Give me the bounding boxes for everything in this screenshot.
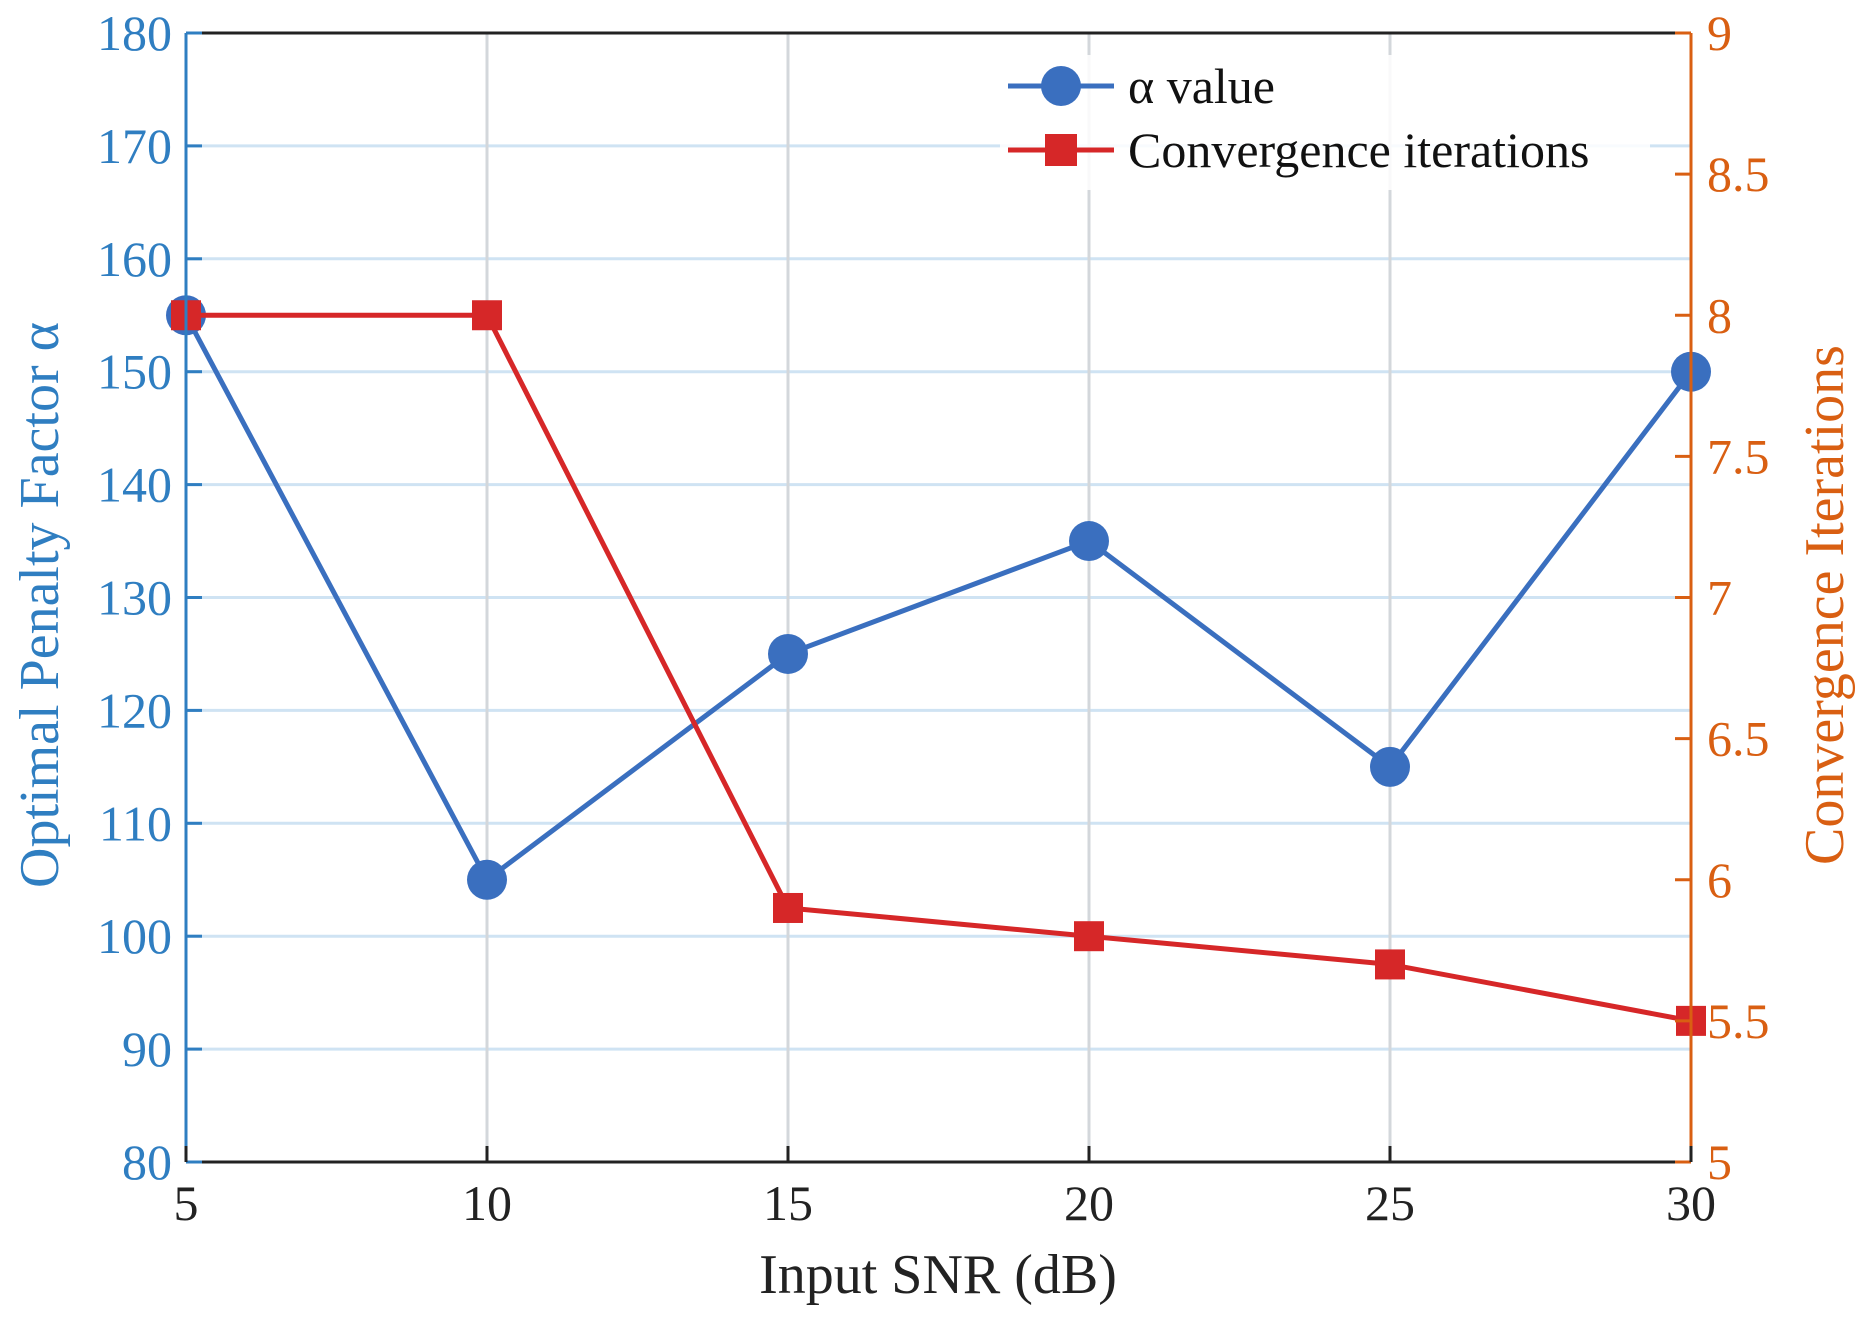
data-point-alpha: [768, 633, 808, 674]
left-tick-label: 180: [97, 5, 172, 61]
legend-marker-circle-icon: [1041, 66, 1081, 106]
data-point-alpha: [1370, 746, 1410, 787]
right-tick-label: 8: [1707, 287, 1732, 343]
left-tick-label: 110: [99, 795, 172, 851]
legend-background: [1000, 55, 1650, 190]
left-tick-label: 90: [122, 1021, 172, 1077]
data-point-iterations: [1375, 949, 1405, 980]
tick-labels: 80 90 100 110 120 130 140 150 160 170 180 5 5.5 6 6.5 7…: [97, 5, 1770, 1231]
data-point-iterations: [472, 300, 502, 331]
right-tick-label: 6: [1707, 852, 1732, 908]
x-tick-label: 15: [763, 1175, 813, 1231]
legend-label-alpha: α value: [1128, 58, 1275, 114]
axes: [184, 31, 1693, 1164]
left-y-axis-label: Optimal Penalty Factor α: [9, 322, 71, 888]
left-tick-label: 120: [97, 682, 172, 738]
x-tick-label: 10: [462, 1175, 512, 1231]
right-tick-label: 7.5: [1707, 428, 1770, 484]
left-tick-label: 150: [97, 344, 172, 400]
x-tick-label: 5: [174, 1175, 199, 1231]
x-axis-label: Input SNR (dB): [759, 1244, 1117, 1306]
x-tick-label: 20: [1064, 1175, 1114, 1231]
left-tick-label: 130: [97, 570, 172, 626]
series-line-iterations: [186, 312, 1692, 1024]
legend-marker-square-icon: [1045, 134, 1077, 166]
right-tick-label: 8.5: [1707, 146, 1770, 202]
right-tick-label: 6.5: [1707, 711, 1770, 767]
right-tick-label: 5: [1707, 1134, 1732, 1190]
legend: α value Convergence iterations: [1000, 55, 1650, 190]
data-point-iterations: [773, 892, 803, 923]
series-line-alpha: [183, 314, 1693, 883]
data-point-iterations: [1074, 921, 1104, 952]
series-layer: [166, 295, 1711, 1036]
right-tick-label: 7: [1707, 570, 1732, 626]
left-tick-label: 80: [122, 1134, 172, 1190]
left-tick-label: 160: [97, 231, 172, 287]
left-tick-label: 170: [97, 118, 172, 174]
data-point-alpha: [1069, 521, 1109, 562]
x-tick-label: 25: [1365, 1175, 1415, 1231]
right-tick-label: 5.5: [1707, 993, 1770, 1049]
right-tick-label: 9: [1707, 5, 1732, 61]
left-tick-label: 100: [97, 908, 172, 964]
data-point-alpha: [467, 859, 507, 900]
x-tick-label: 30: [1666, 1175, 1716, 1231]
legend-label-iterations: Convergence iterations: [1128, 122, 1589, 178]
right-y-axis-label: Convergence Iterations: [1794, 345, 1856, 865]
left-tick-label: 140: [97, 457, 172, 513]
